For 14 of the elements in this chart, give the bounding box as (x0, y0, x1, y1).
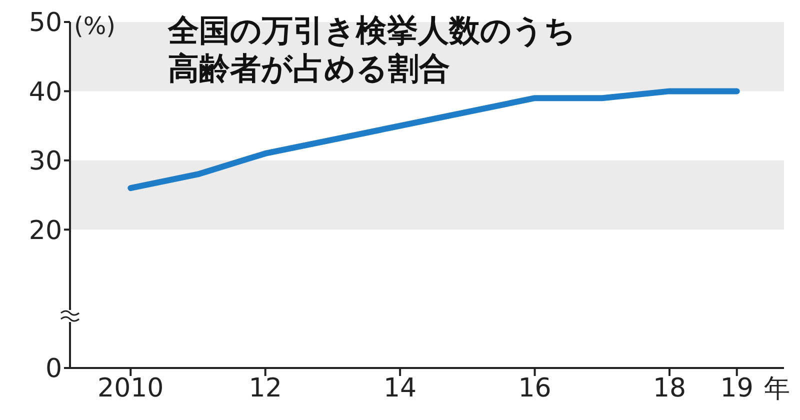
y-tick-label: 0 (45, 354, 62, 384)
y-axis-title: (%) (74, 12, 116, 40)
x-axis-title: 年 (764, 373, 790, 406)
chart-title: 全国の万引き検挙人数のうち高齢者が占める割合 (168, 12, 577, 88)
y-tick-label: 50 (28, 8, 62, 38)
x-tick-label: 14 (384, 373, 417, 404)
x-tick-label: 12 (248, 373, 282, 404)
y-tick-label: 20 (28, 216, 62, 246)
x-tick-label: 16 (518, 373, 552, 404)
y-tick-label: 40 (28, 77, 62, 108)
y-tick-label: 30 (28, 146, 62, 177)
x-tick-label: 19 (720, 373, 754, 404)
x-tick-label: 18 (652, 373, 686, 404)
x-tick-label: 2010 (98, 373, 164, 404)
